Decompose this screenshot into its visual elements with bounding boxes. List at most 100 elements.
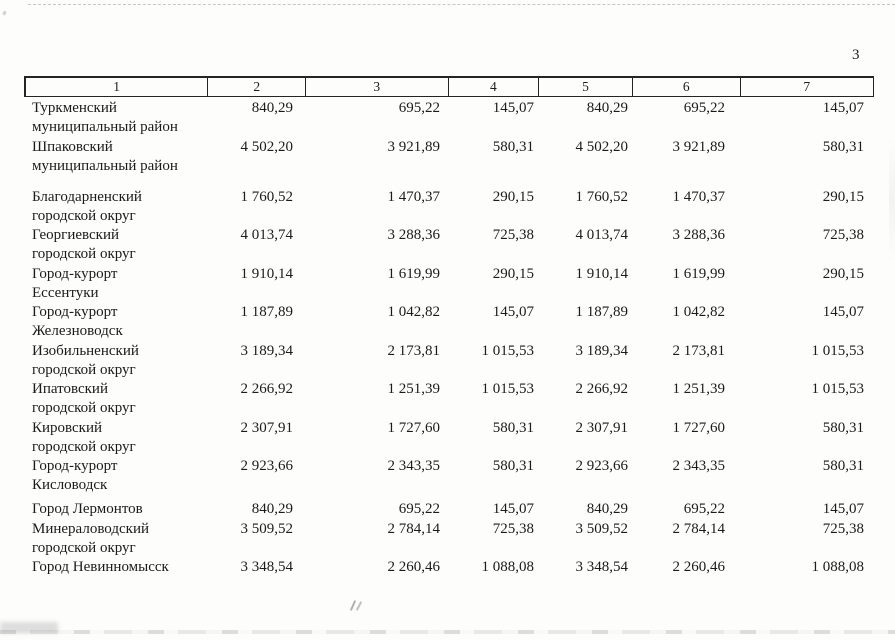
value-col-4: 725,38 — [492, 227, 534, 243]
value-col-6: 1 619,99 — [672, 265, 726, 282]
value-col-6: 1 042,82 — [672, 304, 726, 320]
value-col-5: 2 923,66 — [575, 458, 629, 474]
value-col-3: 3 921,89 — [387, 138, 441, 155]
value-col-6: 3 921,89 — [672, 138, 726, 155]
value-col-3: 3 288,36 — [387, 227, 441, 243]
table-body: Туркменский муниципальный район 840,29 6… — [24, 99, 874, 577]
value-col-6: 1 470,37 — [672, 188, 726, 205]
municipality-name: Шпаковский муниципальный район — [32, 138, 178, 174]
municipality-name: Город Невинномысск — [32, 559, 169, 575]
municipality-name: Ипатовский городской округ — [32, 381, 136, 416]
page-number: 3 — [852, 47, 860, 63]
table-header-row: 1 2 3 4 5 6 7 — [24, 76, 874, 97]
value-col-4: 580,31 — [492, 138, 534, 155]
value-col-2: 3 348,54 — [240, 559, 294, 575]
value-col-3: 2 260,46 — [387, 559, 441, 575]
value-col-5: 3 348,54 — [575, 559, 629, 575]
value-col-5: 3 189,34 — [575, 342, 629, 359]
value-col-6: 2 343,35 — [672, 458, 726, 474]
municipality-name: Георгиевский городской округ — [32, 227, 136, 262]
scan-artifact-bottom-line — [0, 630, 895, 634]
value-col-4: 145,07 — [492, 304, 534, 320]
value-col-2: 2 307,91 — [240, 419, 294, 436]
value-col-7: 290,15 — [822, 265, 864, 282]
scan-artifact-top-dashed-line — [28, 4, 895, 5]
value-col-2: 840,29 — [251, 100, 293, 116]
table-row: Шпаковский муниципальный район 4 502,20 … — [24, 138, 874, 176]
scan-artifact-smudge — [348, 598, 366, 614]
value-col-4: 1 088,08 — [481, 559, 535, 575]
value-col-7: 1 088,08 — [811, 559, 865, 575]
table-row: Туркменский муниципальный район 840,29 6… — [24, 99, 874, 137]
value-col-5: 840,29 — [586, 100, 628, 116]
value-col-7: 145,07 — [822, 100, 864, 116]
value-col-7: 1 015,53 — [811, 381, 865, 397]
municipality-name: Туркменский муниципальный район — [32, 100, 178, 135]
value-col-3: 695,22 — [398, 501, 440, 517]
value-col-3: 695,22 — [398, 100, 440, 116]
value-col-5: 1 187,89 — [575, 304, 629, 320]
value-col-4: 580,31 — [492, 458, 534, 474]
value-col-7: 145,07 — [822, 501, 864, 517]
value-col-2: 2 266,92 — [240, 381, 294, 397]
table-row: Благодарненский городской округ 1 760,52… — [24, 188, 874, 226]
municipality-name: Город-курорт Ессентуки — [32, 265, 118, 301]
municipality-name: Изобильненский городской округ — [32, 342, 139, 378]
value-col-4: 1 015,53 — [481, 381, 535, 397]
value-col-3: 2 173,81 — [387, 342, 441, 359]
value-col-7: 1 015,53 — [811, 342, 865, 359]
value-col-4: 145,07 — [492, 501, 534, 517]
value-col-2: 1 187,89 — [240, 304, 294, 320]
value-col-3: 2 784,14 — [387, 520, 441, 537]
municipality-name: Город Лермонтов — [32, 501, 143, 517]
value-col-6: 2 260,46 — [672, 559, 726, 575]
municipal-data-table: 1 2 3 4 5 6 7 Туркменский муниципальный … — [24, 76, 874, 578]
value-col-4: 580,31 — [492, 419, 534, 436]
value-col-5: 1 910,14 — [575, 265, 629, 282]
table-row: Минераловодский городской округ 3 509,52… — [24, 520, 874, 558]
value-col-2: 1 760,52 — [240, 188, 294, 205]
value-col-4: 290,15 — [492, 188, 534, 205]
table-row: Город-курорт Кисловодск 2 923,66 2 343,3… — [24, 457, 874, 495]
value-col-2: 2 923,66 — [240, 458, 294, 474]
value-col-2: 4 013,74 — [240, 227, 294, 243]
value-col-7: 725,38 — [822, 227, 864, 243]
scan-artifact-bottom-blob — [0, 622, 58, 633]
table-header-col-4: 4 — [447, 78, 539, 96]
value-col-6: 1 251,39 — [672, 381, 726, 397]
value-col-7: 290,15 — [822, 188, 864, 205]
table-row: Город Невинномысск 3 348,54 2 260,46 1 0… — [24, 558, 874, 577]
scan-artifact-right-streak — [889, 140, 895, 260]
value-col-5: 840,29 — [586, 501, 628, 517]
table-row: Город-курорт Железноводск 1 187,89 1 042… — [24, 303, 874, 341]
value-col-6: 1 727,60 — [672, 419, 726, 436]
table-row: Кировский городской округ 2 307,91 1 727… — [24, 419, 874, 457]
value-col-4: 1 015,53 — [481, 342, 535, 359]
value-col-7: 580,31 — [822, 138, 864, 155]
value-col-3: 1 619,99 — [387, 265, 441, 282]
value-col-7: 145,07 — [822, 304, 864, 320]
value-col-5: 1 760,52 — [575, 188, 629, 205]
value-col-2: 3 509,52 — [240, 520, 294, 537]
scan-artifact-speck — [2, 10, 7, 16]
value-col-7: 580,31 — [822, 458, 864, 474]
value-col-2: 4 502,20 — [240, 138, 294, 155]
table-row: Город Лермонтов 840,29 695,22 145,07 840… — [24, 500, 874, 519]
value-col-6: 695,22 — [683, 501, 725, 517]
value-col-7: 725,38 — [822, 520, 864, 537]
table-row: Изобильненский городской округ 3 189,34 … — [24, 342, 874, 380]
value-col-5: 4 502,20 — [575, 138, 629, 155]
table-header-col-3: 3 — [305, 78, 448, 96]
table-row: Ипатовский городской округ 2 266,92 1 25… — [24, 380, 874, 418]
value-col-6: 2 784,14 — [672, 520, 726, 537]
table-header-col-5: 5 — [538, 78, 632, 96]
value-col-3: 1 251,39 — [387, 381, 441, 397]
value-col-6: 695,22 — [683, 100, 725, 116]
value-col-5: 2 307,91 — [575, 419, 629, 436]
value-col-2: 840,29 — [251, 501, 293, 517]
municipality-name: Благодарненский городской округ — [32, 188, 142, 224]
table-header-col-7: 7 — [739, 78, 874, 96]
table-row: Город-курорт Ессентуки 1 910,14 1 619,99… — [24, 265, 874, 303]
value-col-4: 145,07 — [492, 100, 534, 116]
